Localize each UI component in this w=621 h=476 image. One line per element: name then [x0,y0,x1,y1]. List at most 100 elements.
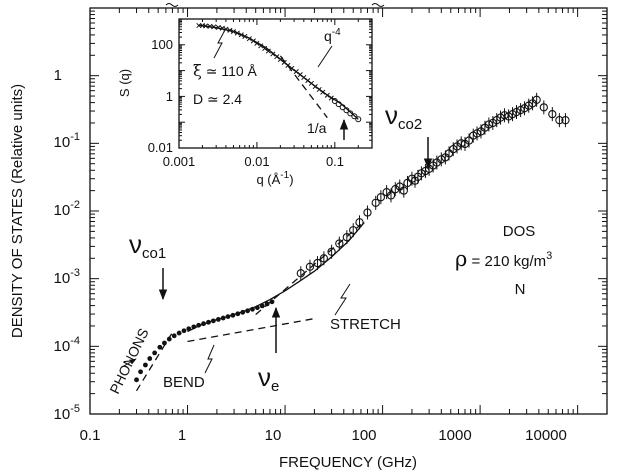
main-point-filled [143,362,148,368]
main-point-open [555,113,564,128]
x-tick-label: 0.1 [80,427,101,444]
point-marker [363,208,372,217]
inset-y-tick-labels: 0.01 1 100 [148,37,173,155]
main-fit-lines [135,222,365,392]
main-point-open [391,182,400,197]
main-point-open [548,107,557,122]
inset-point-cross [227,27,233,33]
cross-stroke [227,27,233,33]
main-point-open [469,128,478,143]
axis-break-right [371,3,385,7]
inset-pointer-xi [213,29,226,59]
main-point-filled [254,305,260,311]
inset-point-open [335,101,342,108]
main-dashed-line [187,317,315,343]
cross-stroke [254,40,260,46]
point-marker [305,262,315,271]
inset-point-cross [246,36,252,42]
annotation-stretch: STRETCH [330,316,401,333]
main-point-open [305,259,315,274]
main-point-filled [269,299,275,305]
main-point-filled [196,322,202,328]
cross-stroke [312,84,318,90]
x-tick-label: 100 [351,427,376,444]
inset-y-tick-label: 1 [166,89,173,104]
point-marker [355,218,364,227]
point-marker [313,258,322,268]
inset-y-tick-label: 100 [151,37,173,52]
main-point-filled [201,321,206,327]
inset-pointer-q4 [317,45,333,68]
point-marker [548,109,557,119]
main-point-open [335,236,344,251]
inset-point-cross [234,30,240,36]
main-point-open [327,244,336,259]
cross-stroke [234,30,240,36]
main-point-open [449,142,458,157]
point-marker [520,104,529,113]
cross-stroke [289,65,295,71]
main-point-open [403,175,412,190]
y-tick-label: 1 [54,67,62,84]
inset-y-tick-label: 0.01 [148,140,173,155]
inset-point-cross [270,51,276,57]
main-y-tick-labels: 10-5 10-4 10-3 10-2 10-1 1 [54,67,80,423]
point-marker [555,116,564,125]
inset-point-cross [258,43,264,49]
inset-annotation-q4: q-4 [324,27,341,44]
main-point-filled [171,333,177,339]
cross-stroke [293,68,299,75]
x-tick-label: 10 [265,427,282,444]
inset-point-cross [316,86,322,93]
inset-point-open [331,98,338,105]
main-point-open [313,256,322,271]
main-point-open [512,105,521,120]
annotation-nu-co1: νco1 [129,229,166,262]
cross-stroke [215,24,221,31]
inset-data-points [196,22,362,123]
cross-stroke [242,33,248,40]
cross-stroke [297,72,303,78]
annotation-phonons: PHONONS [106,326,151,397]
y-tick-label: 10-1 [54,131,80,151]
main-point-open [464,133,474,148]
main-x-tick-labels: 0.1 1 10 100 1000 10000 [80,427,567,444]
cross-stroke [246,36,252,42]
main-point-open [355,215,364,230]
inset-point-cross [238,32,244,38]
cross-stroke [211,24,217,30]
annotation-density: ρ = 210 kg/m3 [455,247,552,271]
cross-stroke [328,95,334,101]
cross-stroke [308,80,314,86]
main-point-open [363,205,372,220]
main-point-filled [235,311,241,317]
main-point-open [371,195,380,210]
x-tick-label: 10000 [525,427,567,444]
inset-annotation-1a: 1/a [307,120,327,136]
inset-point-open [355,116,362,123]
inset-point-cross [254,40,260,46]
inset-point-cross [262,45,268,52]
annotation-nu-e: νe [258,362,279,395]
main-point-filled [220,315,226,321]
inset-point-cross [265,48,271,54]
cross-stroke [320,89,326,95]
main-point-filled [250,306,255,312]
main-point-filled [181,328,187,334]
annotation-n: N [515,281,526,298]
inset-axis-ticks [178,18,373,149]
inset-point-cross [277,56,283,63]
cross-stroke [265,48,271,54]
inset-point-cross [320,89,326,95]
main-point-filled [240,309,246,315]
cross-stroke [285,62,291,68]
y-tick-label: 10-3 [54,267,80,287]
point-marker [386,191,396,200]
inset-annotation-d: D ≃ 2.4 [193,91,242,107]
point-marker [335,239,344,248]
cross-stroke [262,45,268,52]
point-marker [532,95,541,104]
inset-point-cross [242,33,248,40]
